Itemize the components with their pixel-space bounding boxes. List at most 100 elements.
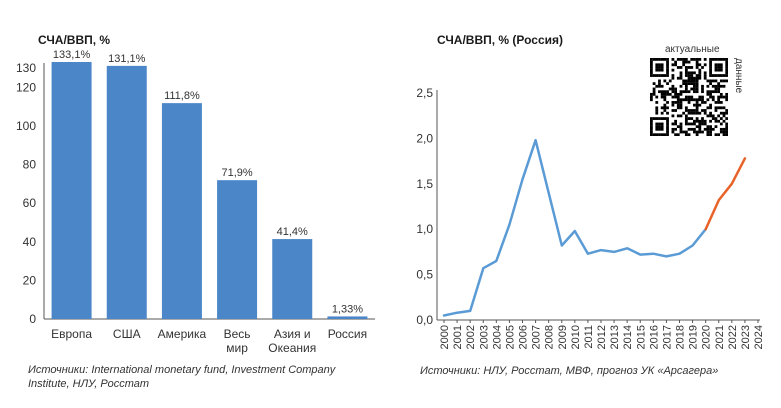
qr-module bbox=[711, 74, 715, 77]
qr-module bbox=[684, 106, 688, 110]
qr-module bbox=[695, 130, 699, 134]
qr-module bbox=[684, 95, 688, 99]
qr-module bbox=[703, 127, 707, 131]
x-tick-label: 2017 bbox=[661, 325, 673, 349]
qr-module bbox=[722, 95, 726, 99]
qr-module bbox=[687, 79, 691, 83]
qr-module bbox=[655, 74, 659, 77]
qr-module bbox=[660, 117, 664, 120]
qr-module bbox=[706, 125, 710, 129]
qr-module bbox=[660, 92, 664, 96]
qr-code-icon[interactable] bbox=[650, 58, 728, 136]
qr-module bbox=[717, 90, 721, 94]
qr-module bbox=[709, 82, 712, 85]
qr-module bbox=[717, 63, 721, 67]
qr-module bbox=[684, 87, 688, 91]
qr-module bbox=[711, 58, 715, 61]
qr-module bbox=[695, 90, 699, 94]
qr-module bbox=[725, 60, 728, 64]
qr-module bbox=[666, 111, 669, 115]
qr-module bbox=[690, 76, 694, 80]
x-tick-label: 2009 bbox=[557, 325, 569, 349]
qr-module bbox=[660, 66, 664, 69]
bar-chart-source-line: Institute, НЛУ, Росстат bbox=[28, 378, 150, 390]
qr-module bbox=[719, 68, 723, 72]
qr-module bbox=[652, 87, 656, 91]
qr-module bbox=[679, 84, 683, 88]
qr-module bbox=[695, 66, 699, 69]
qr-module bbox=[666, 74, 669, 77]
qr-module bbox=[684, 58, 688, 61]
x-tick-label: 2004 bbox=[491, 325, 503, 349]
qr-module bbox=[684, 117, 688, 120]
qr-module bbox=[695, 106, 699, 110]
qr-module bbox=[679, 106, 683, 110]
qr-module bbox=[719, 66, 723, 69]
x-tick-label: 2013 bbox=[609, 325, 621, 349]
qr-module bbox=[666, 127, 669, 131]
qr-module bbox=[671, 76, 675, 80]
qr-module bbox=[725, 74, 728, 77]
qr-module bbox=[668, 79, 672, 83]
qr-module bbox=[725, 125, 728, 129]
qr-module bbox=[684, 133, 688, 136]
qr-module bbox=[695, 103, 699, 107]
x-tick-label: Океания bbox=[268, 341, 316, 355]
qr-module bbox=[660, 74, 664, 77]
qr-module bbox=[660, 95, 664, 99]
qr-module bbox=[684, 66, 688, 69]
series-line-forecast bbox=[704, 157, 747, 231]
y-tick-label: 40 bbox=[23, 235, 37, 249]
qr-module bbox=[709, 60, 712, 64]
qr-module bbox=[684, 82, 688, 85]
qr-module bbox=[660, 58, 664, 61]
qr-module bbox=[695, 79, 699, 83]
y-tick-label: 0,5 bbox=[416, 268, 433, 282]
qr-module bbox=[666, 82, 669, 85]
x-tick-label: 2016 bbox=[648, 325, 660, 349]
qr-module bbox=[725, 117, 728, 120]
qr-module bbox=[725, 58, 728, 61]
qr-module bbox=[693, 79, 696, 83]
qr-module bbox=[658, 79, 661, 83]
qr-module bbox=[693, 103, 696, 107]
qr-module bbox=[722, 106, 726, 110]
bar bbox=[217, 180, 258, 319]
qr-module bbox=[698, 130, 702, 134]
qr-module bbox=[706, 92, 710, 96]
qr-module bbox=[655, 63, 659, 67]
qr-module bbox=[674, 127, 677, 131]
qr-module bbox=[698, 98, 702, 102]
qr-module bbox=[714, 106, 718, 110]
data-label: 71,9% bbox=[221, 167, 252, 179]
bar-chart: 0 20 40 60 80 100 120 130 133,1% Европа 131,1% США 1… bbox=[16, 49, 375, 355]
data-label: 131,1% bbox=[108, 53, 146, 65]
qr-module bbox=[671, 122, 675, 126]
qr-module bbox=[695, 133, 699, 136]
data-label: 41,4% bbox=[277, 226, 308, 238]
qr-module bbox=[690, 127, 694, 131]
qr-module bbox=[706, 130, 710, 134]
qr-module bbox=[658, 122, 661, 126]
qr-module bbox=[650, 95, 653, 99]
bar bbox=[161, 103, 202, 319]
x-tick-label: США bbox=[113, 327, 141, 341]
qr-module bbox=[701, 95, 704, 99]
qr-module bbox=[687, 98, 691, 102]
qr-module bbox=[693, 82, 696, 85]
qr-module bbox=[706, 98, 710, 102]
qr-module bbox=[711, 98, 715, 102]
qr-module bbox=[698, 125, 702, 129]
qr-module bbox=[714, 58, 718, 61]
qr-module bbox=[655, 111, 659, 115]
qr-module bbox=[690, 117, 694, 120]
qr-module bbox=[687, 122, 691, 126]
qr-module bbox=[676, 92, 680, 96]
qr-module bbox=[650, 71, 653, 75]
qr-module bbox=[698, 95, 702, 99]
qr-module bbox=[682, 90, 686, 94]
qr-module bbox=[722, 127, 726, 131]
y-tick-label: 0 bbox=[29, 312, 36, 326]
qr-module bbox=[658, 127, 661, 131]
